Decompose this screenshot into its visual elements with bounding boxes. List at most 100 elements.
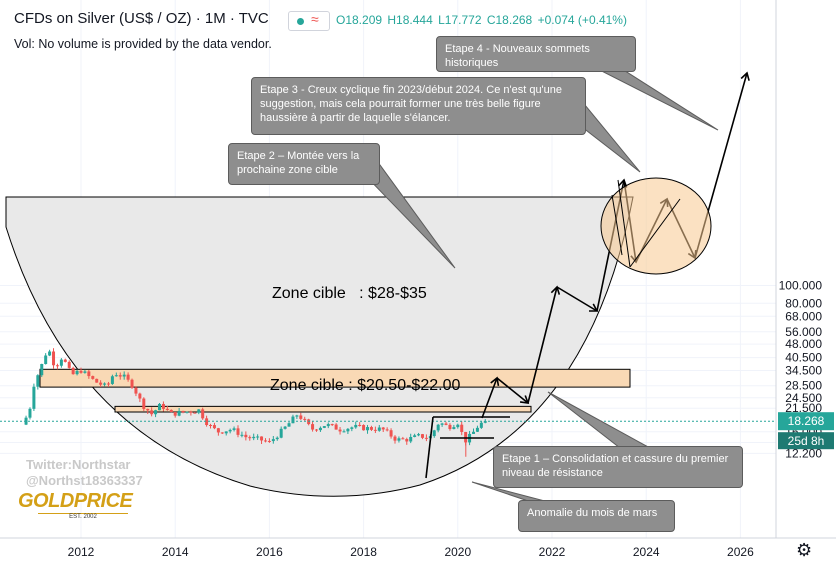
candle-body	[346, 428, 350, 432]
candle-body	[138, 393, 142, 399]
candle-body	[401, 438, 405, 440]
countdown-bg	[778, 432, 834, 450]
status-dot-icon	[297, 18, 304, 25]
candle-body	[32, 386, 36, 409]
indicator-toggle[interactable]: ≈	[288, 11, 330, 31]
path-arrow-9-head	[740, 71, 750, 81]
candle-body	[283, 426, 287, 429]
candle-body	[165, 408, 169, 410]
candle-body	[36, 375, 40, 387]
candle-body	[444, 423, 448, 425]
candle-body	[381, 427, 385, 430]
y-tick-label: 100.000	[779, 278, 823, 292]
candle-body	[318, 427, 322, 431]
y-tick-label: 40.500	[785, 351, 822, 365]
y-tick-label: 21.500	[785, 401, 822, 415]
candle-body	[158, 403, 161, 411]
candle-body	[146, 408, 150, 411]
x-tick-label: 2022	[539, 545, 566, 559]
candle-body	[240, 434, 244, 436]
ellipse-line-b	[629, 198, 681, 268]
y-tick-label: 48.000	[785, 337, 822, 351]
candle-body	[224, 431, 228, 434]
candle-body	[118, 375, 122, 377]
candle-body	[28, 408, 32, 418]
candle-body	[63, 359, 67, 362]
candle-body	[59, 359, 63, 366]
candle-body	[67, 361, 71, 368]
watermark-line2: @Northst18363337	[26, 473, 143, 488]
volume-note: Vol: No volume is provided by the data v…	[14, 37, 272, 51]
path-arrow-4	[556, 286, 598, 312]
candle-body	[142, 398, 146, 409]
candle-body	[40, 364, 44, 376]
time-axis[interactable]: 2012 2014 2016 2018 2020 2022 2024 2026	[0, 537, 836, 559]
candle-body	[256, 436, 260, 438]
x-tick-label: 2018	[350, 545, 377, 559]
wave-icon: ≈	[311, 11, 319, 27]
low-value: L17.772	[438, 13, 482, 27]
candle-body	[440, 423, 444, 425]
y-tick-label: 80.000	[785, 296, 822, 310]
candle-body	[271, 439, 275, 442]
y-tick-label: 68.000	[785, 309, 822, 323]
candle-body	[161, 403, 165, 409]
candle-body	[99, 382, 103, 385]
path-arrow-1	[481, 377, 498, 419]
candle-body	[417, 434, 421, 436]
candle-body	[452, 427, 456, 430]
price-tag-value: 18.268	[788, 414, 825, 428]
candle-body	[409, 436, 413, 442]
candle-body	[311, 424, 315, 430]
candle-body	[71, 367, 75, 375]
candle-body	[299, 415, 303, 419]
candle-body	[44, 355, 48, 365]
candle-body	[334, 424, 338, 430]
candle-body	[377, 427, 381, 431]
candle-body	[83, 371, 87, 373]
candle-body	[52, 351, 56, 366]
open-value: O18.209	[336, 13, 383, 27]
candle-body	[154, 410, 158, 415]
candle-body	[358, 424, 362, 426]
candle-body	[228, 429, 232, 432]
callout-etape3: Etape 3 - Creux cyclique fin 2023/début …	[251, 77, 586, 135]
candle-body	[220, 432, 224, 434]
candle-body	[389, 430, 393, 437]
candle-body	[201, 409, 205, 419]
candle-body	[369, 427, 373, 430]
consolidation-left	[425, 416, 434, 479]
candle-body	[260, 436, 264, 441]
y-tick-label: 24.500	[785, 391, 822, 405]
change-value: +0.074 (+0.41%)	[537, 13, 627, 27]
candle-body	[126, 374, 130, 380]
candle-body	[177, 410, 181, 416]
candle-body	[197, 409, 201, 413]
candle-body	[366, 427, 370, 431]
price-tag-bg	[778, 412, 834, 431]
settings-gear-icon[interactable]: ⚙	[796, 540, 813, 560]
candle-body	[114, 375, 118, 377]
candle-body	[212, 425, 216, 429]
candle-body	[479, 422, 483, 428]
callout-anomalie: Anomalie du mois de mars	[518, 500, 675, 532]
candle-body	[456, 424, 460, 428]
candle-body	[106, 383, 110, 385]
y-tick-label: 34.500	[785, 363, 822, 377]
candle-body	[373, 429, 377, 431]
watermark-line1: Twitter:Northstar	[26, 457, 131, 472]
candle-body	[130, 379, 134, 388]
callout-etape1: Etape 1 – Consolidation et cassure du pr…	[493, 446, 743, 488]
logo-text: GOLDPRICE	[18, 490, 133, 512]
logo-sub: EST. 2002	[38, 513, 128, 520]
x-tick-label: 2026	[727, 545, 754, 559]
candle-body	[48, 351, 52, 356]
candle-body	[303, 418, 307, 420]
candle-body	[464, 431, 468, 443]
y-tick-label: 56.000	[785, 325, 822, 339]
candle-body	[291, 416, 295, 424]
candle-body	[354, 424, 358, 428]
x-tick-label: 2016	[256, 545, 283, 559]
callout-etape4: Etape 4 - Nouveaux sommets historiques	[436, 36, 636, 72]
